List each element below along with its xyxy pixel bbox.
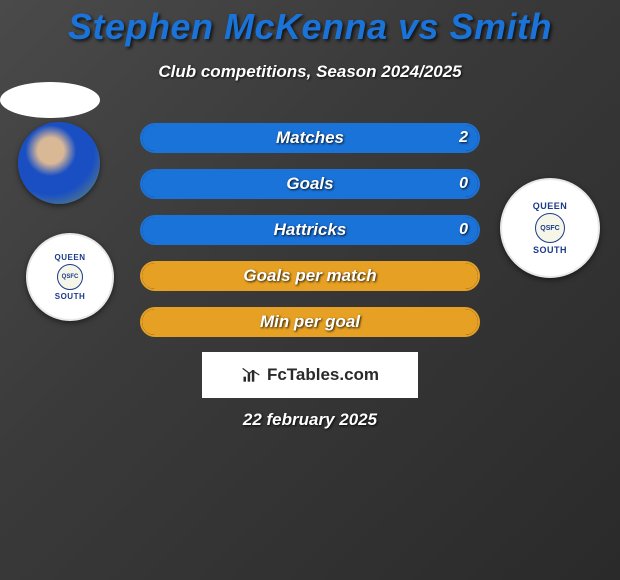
stat-bars: Matches 2 Goals 0 Hattricks 0 Goals per match M… <box>140 123 480 353</box>
stat-bar: Goals per match <box>140 261 480 291</box>
stat-bar: Hattricks 0 <box>140 215 480 245</box>
stat-bar: Goals 0 <box>140 169 480 199</box>
club-badge-emblem: QSFC <box>535 213 565 243</box>
stat-bar-value-left: 0 <box>459 175 468 193</box>
stat-bar-label: Goals <box>286 174 333 194</box>
attribution-box: FcTables.com <box>202 352 418 398</box>
club-badge-text-top: QUEEN <box>55 253 86 262</box>
stat-bar-label: Goals per match <box>243 266 376 286</box>
stat-bar: Min per goal <box>140 307 480 337</box>
comparison-title: Stephen McKenna vs Smith <box>0 0 620 48</box>
stat-bar: Matches 2 <box>140 123 480 153</box>
stat-bar-value-left: 0 <box>459 221 468 239</box>
comparison-date: 22 february 2025 <box>0 410 620 430</box>
stat-bar-label: Min per goal <box>260 312 360 332</box>
player-right-photo <box>0 82 100 118</box>
stat-bar-label: Matches <box>276 128 344 148</box>
club-badge-text-bottom: SOUTH <box>533 245 567 255</box>
club-badge-text-bottom: SOUTH <box>55 292 86 301</box>
player-right-club-badge: QUEEN QSFC SOUTH <box>500 178 600 278</box>
stat-bar-label: Hattricks <box>274 220 347 240</box>
attribution-text: FcTables.com <box>267 365 379 385</box>
stat-bar-value-left: 2 <box>459 129 468 147</box>
club-badge-emblem: QSFC <box>57 264 83 290</box>
club-badge-text-top: QUEEN <box>533 201 568 211</box>
player-left-photo <box>18 122 100 204</box>
player-left-club-badge: QUEEN QSFC SOUTH <box>26 233 114 321</box>
chart-icon <box>241 366 261 384</box>
comparison-subtitle: Club competitions, Season 2024/2025 <box>0 62 620 82</box>
